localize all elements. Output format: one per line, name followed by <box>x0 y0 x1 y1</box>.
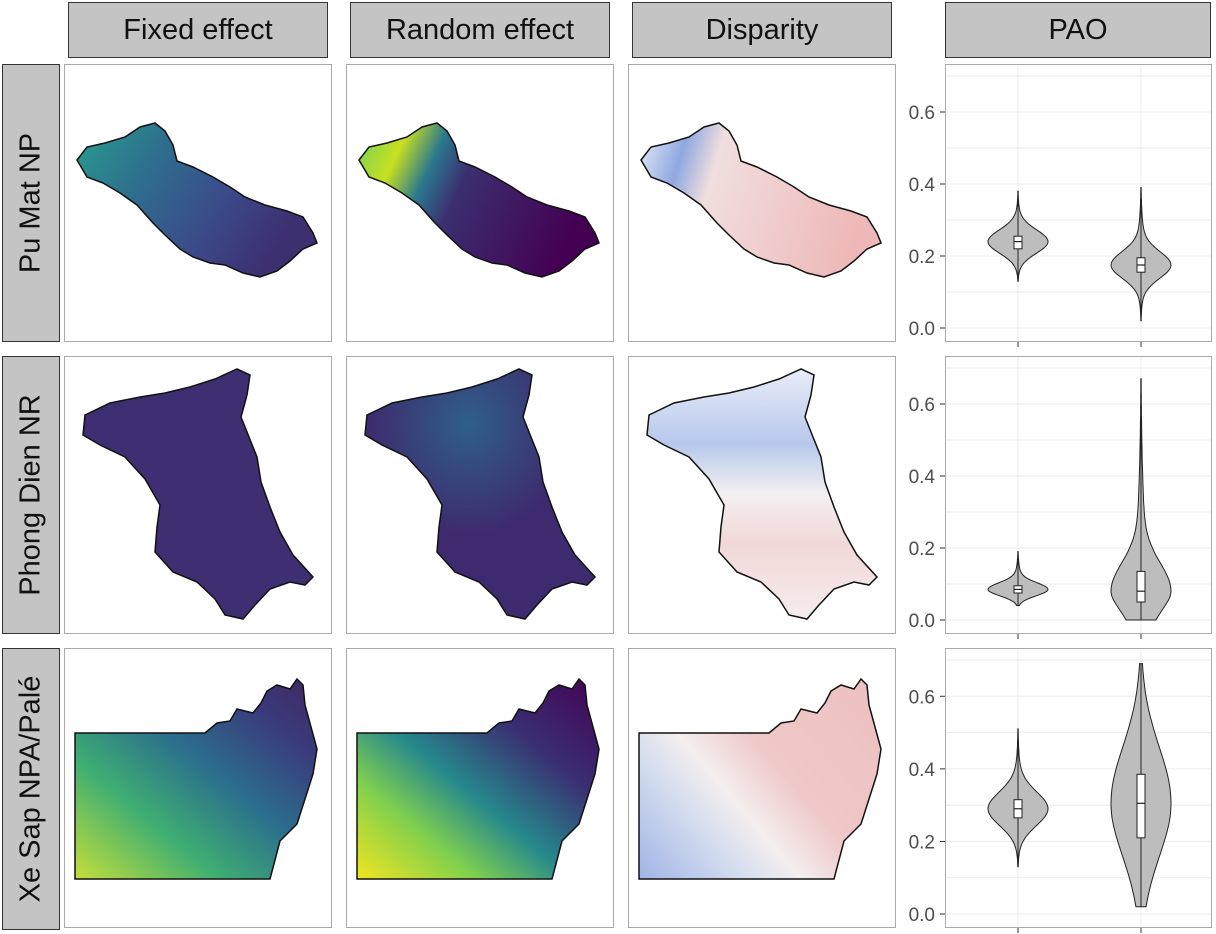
y-tick-label: 0.0 <box>909 905 935 926</box>
y-tick-label: 0.6 <box>909 687 935 708</box>
map-phongdien-fixed <box>82 368 315 620</box>
pao-panel-xesap <box>945 648 1212 928</box>
y-tick-label: 0.2 <box>909 832 935 853</box>
map-panel-pumat-fixed <box>64 64 332 342</box>
column-header-fixed-effect: Fixed effect <box>68 2 328 58</box>
pao-panel-pumat <box>945 64 1212 342</box>
map-panel-phongdien-fixed <box>64 356 332 634</box>
y-tick-label: 0.4 <box>909 760 936 781</box>
map-panel-xesap-fixed <box>64 648 332 928</box>
pao-panel-phongdien <box>945 356 1212 634</box>
column-header-random-effect: Random effect <box>350 2 610 58</box>
row-header-label: Phong Dien NR <box>14 394 47 596</box>
y-tick-label: 0.6 <box>909 395 935 416</box>
map-xesap-random <box>356 677 600 880</box>
row-header-label: Xe Sap NPA/Palé <box>14 675 47 903</box>
map-pumat-disparity <box>640 122 882 278</box>
y-tick-label: 0.4 <box>909 175 936 196</box>
map-pumat-fixed <box>76 122 318 278</box>
map-phongdien-disparity <box>646 368 879 620</box>
y-tick-label: 0.2 <box>909 247 935 268</box>
map-panel-pumat-random <box>346 64 614 342</box>
y-tick-label: 0.0 <box>909 611 935 632</box>
row-header-pu-mat: Pu Mat NP <box>2 64 60 342</box>
map-panel-xesap-disparity <box>628 648 896 928</box>
y-tick-label: 0.0 <box>909 319 935 340</box>
map-phongdien-random <box>364 368 597 620</box>
row-header-xe-sap: Xe Sap NPA/Palé <box>2 648 60 930</box>
map-panel-pumat-disparity <box>628 64 896 342</box>
y-tick-label: 0.2 <box>909 539 935 560</box>
map-xesap-fixed <box>74 677 318 880</box>
map-panel-xesap-random <box>346 648 614 928</box>
map-panel-phongdien-disparity <box>628 356 896 634</box>
row-header-label: Pu Mat NP <box>14 132 47 274</box>
column-header-pao: PAO <box>945 2 1211 58</box>
map-panel-phongdien-random <box>346 356 614 634</box>
y-tick-label: 0.4 <box>909 467 936 488</box>
column-header-disparity: Disparity <box>632 2 892 58</box>
map-xesap-disparity <box>638 677 882 880</box>
y-tick-label: 0.6 <box>909 103 935 124</box>
row-header-phong-dien: Phong Dien NR <box>2 356 60 634</box>
map-pumat-random <box>358 122 600 278</box>
